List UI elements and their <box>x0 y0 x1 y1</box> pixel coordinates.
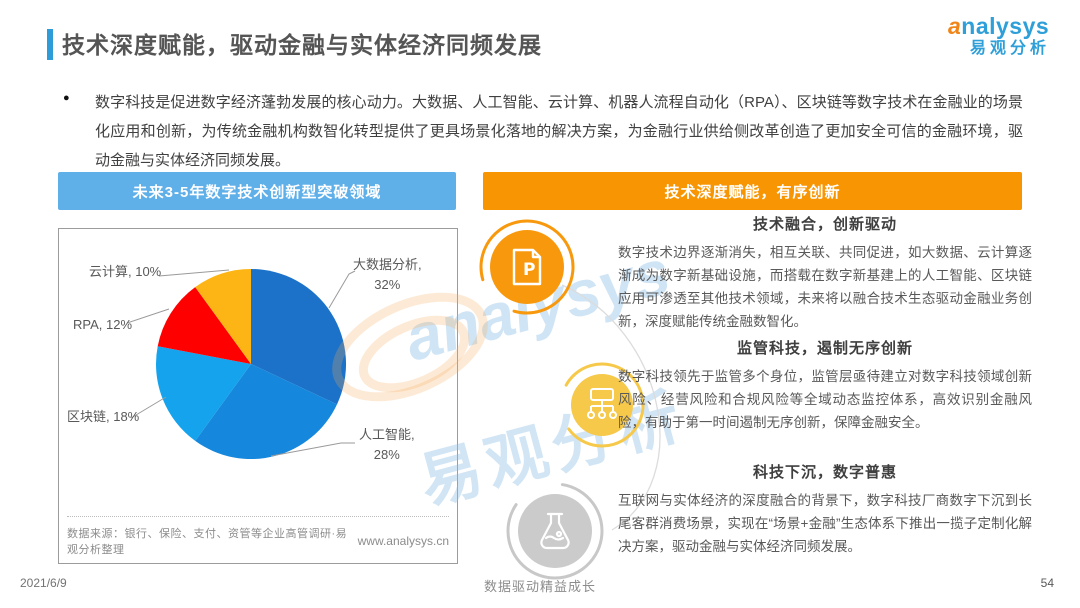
pie-label-大数据分析: 大数据分析, 32% <box>353 257 422 292</box>
pie-label-RPA: RPA, 12% <box>73 317 133 332</box>
pie-slice-RPA <box>157 287 251 364</box>
pie-chart-card: 大数据分析, 32% 人工智能, 28% 区块链, 18% RPA, 12% 云计算, … <box>58 228 458 564</box>
source-row: 数据来源：银行、保险、支付、资管等企业高管调研·易观分析整理 www.analy… <box>67 516 449 557</box>
section-body: 互联网与实体经济的深度融合的背景下，数字科技厂商数字下沉到长尾客群消费场景，实现… <box>618 493 1032 554</box>
pie-leader-lines <box>126 269 356 457</box>
bullet-icon: ● <box>63 92 70 104</box>
brand-logo-text: analysys <box>947 13 1050 39</box>
flask-icon <box>506 482 604 580</box>
svg-text:P: P <box>523 260 535 280</box>
section-title: 技术融合，创新驱动 <box>752 216 897 233</box>
pie-label-人工智能: 人工智能, 28% <box>359 427 415 462</box>
page-number: 54 <box>1040 576 1054 590</box>
pie-slice-云计算 <box>195 269 251 364</box>
website-link: www.analysys.cn <box>357 534 449 548</box>
footer-slogan: 数据驱动精益成长 <box>483 579 596 594</box>
pie-label-云计算: 云计算, 10% <box>89 264 162 279</box>
brand-logo: analysys 易观分析 <box>947 13 1050 58</box>
pie-label-区块链: 区块链, 18% <box>67 409 140 424</box>
pie-slice-人工智能 <box>195 364 337 460</box>
section-title: 监管科技，遏制无序创新 <box>736 340 913 357</box>
pie-slice-区块链 <box>156 346 251 441</box>
brand-logo-text-cn: 易观分析 <box>969 40 1050 58</box>
document-p-icon: P <box>479 219 575 315</box>
data-source-note: 数据来源：银行、保险、支付、资管等企业高管调研·易观分析整理 <box>67 528 348 556</box>
section-title: 科技下沉，数字普惠 <box>752 464 897 481</box>
section-regtech: 监管科技，遏制无序创新 数字科技领先于监管多个身位，监管层亟待建立对数字科技领域… <box>618 337 1032 434</box>
pie-chart <box>126 269 356 460</box>
pie-slice-大数据分析 <box>251 269 347 405</box>
page-title: 技术深度赋能，驱动金融与实体经济同频发展 <box>62 32 542 58</box>
title-accent-bar <box>47 29 53 60</box>
section-body: 数字技术边界逐渐消失，相互关联、共同促进，如大数据、云计算逐渐成为数字新基础设施… <box>618 245 1032 329</box>
section-body: 数字科技领先于监管多个身位，监管层亟待建立对数字科技领域创新风险、经营风险和合规… <box>618 369 1032 430</box>
right-panel-header: 技术深度赋能，有序创新 <box>483 172 1022 210</box>
left-panel-header: 未来3-5年数字技术创新型突破领域 <box>58 172 456 210</box>
section-tech-fusion: 技术融合，创新驱动 数字技术边界逐渐消失，相互关联、共同促进，如大数据、云计算逐… <box>618 213 1032 333</box>
intro-paragraph: 数字科技是促进数字经济蓬勃发展的核心动力。大数据、人工智能、云计算、机器人流程自… <box>95 94 1023 169</box>
footer-date: 2021/6/9 <box>20 576 67 590</box>
section-inclusive-finance: 科技下沉，数字普惠 互联网与实体经济的深度融合的背景下，数字科技厂商数字下沉到长… <box>618 461 1032 558</box>
